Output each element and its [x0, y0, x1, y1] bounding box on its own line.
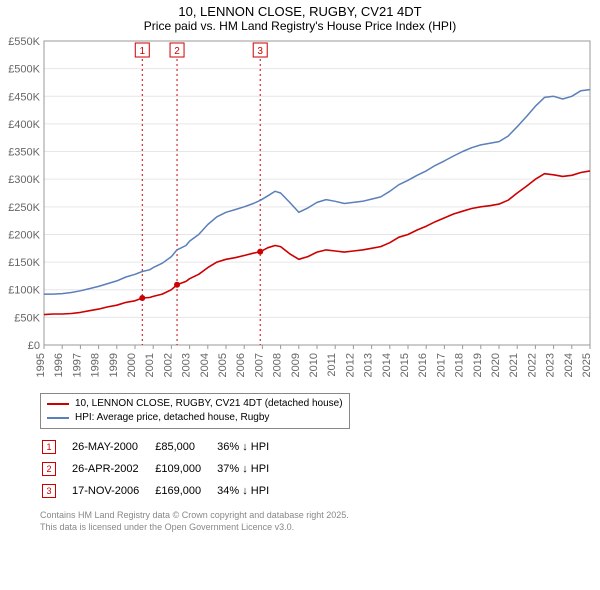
svg-text:2012: 2012 [344, 353, 356, 377]
svg-text:2007: 2007 [253, 353, 265, 377]
svg-text:2025: 2025 [581, 353, 593, 377]
svg-text:2015: 2015 [399, 353, 411, 377]
svg-text:2008: 2008 [272, 353, 284, 377]
svg-text:2010: 2010 [308, 353, 320, 377]
svg-text:1997: 1997 [71, 353, 83, 377]
svg-text:1996: 1996 [53, 353, 65, 377]
sale-price: £109,000 [155, 459, 215, 479]
svg-text:£150K: £150K [8, 257, 40, 269]
svg-text:£500K: £500K [8, 64, 40, 76]
sale-marker-icon: 2 [42, 462, 56, 476]
svg-text:2: 2 [174, 46, 180, 57]
legend-swatch [47, 417, 69, 419]
svg-text:1995: 1995 [35, 353, 47, 377]
svg-text:2003: 2003 [181, 353, 193, 377]
sale-date: 26-MAY-2000 [72, 437, 153, 457]
svg-text:2014: 2014 [381, 353, 393, 377]
svg-text:£100K: £100K [8, 285, 40, 297]
svg-text:£450K: £450K [8, 91, 40, 103]
svg-text:2023: 2023 [545, 353, 557, 377]
svg-text:2013: 2013 [363, 353, 375, 377]
svg-text:£300K: £300K [8, 174, 40, 186]
svg-text:2006: 2006 [235, 353, 247, 377]
sale-marker-icon: 3 [42, 484, 56, 498]
svg-text:£350K: £350K [8, 147, 40, 159]
legend-item: 10, LENNON CLOSE, RUGBY, CV21 4DT (detac… [47, 397, 343, 411]
svg-text:2016: 2016 [417, 353, 429, 377]
svg-text:2017: 2017 [435, 353, 447, 377]
sale-diff: 34% ↓ HPI [217, 481, 283, 501]
title-line1: 10, LENNON CLOSE, RUGBY, CV21 4DT [0, 4, 600, 19]
svg-text:2021: 2021 [508, 353, 520, 377]
sale-price: £85,000 [155, 437, 215, 457]
svg-text:3: 3 [257, 46, 263, 57]
legend-label: 10, LENNON CLOSE, RUGBY, CV21 4DT (detac… [75, 397, 343, 411]
svg-text:2001: 2001 [144, 353, 156, 377]
legend-swatch [47, 403, 69, 405]
svg-text:£0: £0 [28, 340, 40, 352]
svg-text:1999: 1999 [108, 353, 120, 377]
table-row: 2 26-APR-2002 £109,000 37% ↓ HPI [42, 459, 283, 479]
sale-diff: 36% ↓ HPI [217, 437, 283, 457]
svg-text:2020: 2020 [490, 353, 502, 377]
svg-text:£550K: £550K [8, 36, 40, 48]
sale-marker-icon: 1 [42, 440, 56, 454]
sales-table: 1 26-MAY-2000 £85,000 36% ↓ HPI 2 26-APR… [40, 435, 285, 503]
footer-line: Contains HM Land Registry data © Crown c… [40, 509, 600, 521]
svg-text:£50K: £50K [14, 312, 40, 324]
svg-text:2011: 2011 [326, 353, 338, 377]
legend: 10, LENNON CLOSE, RUGBY, CV21 4DT (detac… [40, 393, 350, 429]
sale-diff: 37% ↓ HPI [217, 459, 283, 479]
svg-text:£400K: £400K [8, 119, 40, 131]
table-row: 3 17-NOV-2006 £169,000 34% ↓ HPI [42, 481, 283, 501]
line-chart-svg: £0 £50K £100K £150K £200K £250K £300K £350K £400… [4, 35, 596, 387]
footer-line: This data is licensed under the Open Gov… [40, 521, 600, 533]
sale-date: 26-APR-2002 [72, 459, 153, 479]
sale-date: 17-NOV-2006 [72, 481, 153, 501]
svg-text:2024: 2024 [563, 353, 575, 377]
svg-text:2005: 2005 [217, 353, 229, 377]
chart-title: 10, LENNON CLOSE, RUGBY, CV21 4DT Price … [0, 0, 600, 35]
title-line2: Price paid vs. HM Land Registry's House … [0, 19, 600, 33]
svg-text:1998: 1998 [90, 353, 102, 377]
legend-label: HPI: Average price, detached house, Rugb… [75, 411, 269, 425]
svg-text:2009: 2009 [290, 353, 302, 377]
svg-text:2019: 2019 [472, 353, 484, 377]
svg-text:£200K: £200K [8, 229, 40, 241]
svg-text:2022: 2022 [526, 353, 538, 377]
legend-item: HPI: Average price, detached house, Rugb… [47, 411, 343, 425]
svg-text:£250K: £250K [8, 202, 40, 214]
svg-text:2002: 2002 [162, 353, 174, 377]
table-row: 1 26-MAY-2000 £85,000 36% ↓ HPI [42, 437, 283, 457]
svg-text:1: 1 [139, 46, 145, 57]
sale-price: £169,000 [155, 481, 215, 501]
chart-area: £0 £50K £100K £150K £200K £250K £300K £350K £400… [4, 35, 596, 387]
svg-text:2000: 2000 [126, 353, 138, 377]
svg-text:2004: 2004 [199, 353, 211, 377]
svg-text:2018: 2018 [454, 353, 466, 377]
footer-attribution: Contains HM Land Registry data © Crown c… [40, 509, 600, 533]
